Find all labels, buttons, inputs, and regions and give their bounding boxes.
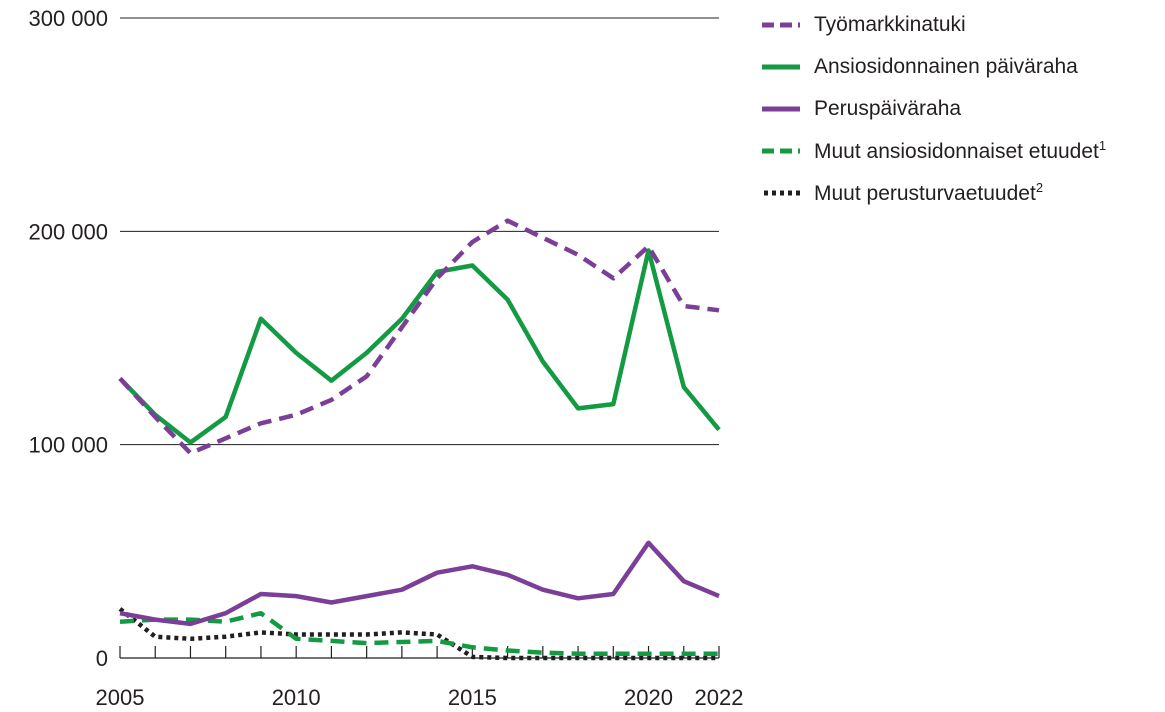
- legend-item: Muut ansiosidonnaiset etuudet1: [762, 130, 1106, 172]
- x-tick-label: 2020: [624, 685, 673, 710]
- x-tick-label: 2005: [96, 685, 145, 710]
- series-line: [118, 218, 720, 456]
- legend-label: Peruspäiväraha: [814, 97, 962, 120]
- series-line: [119, 610, 719, 656]
- legend-swatch-solid-green: [762, 64, 800, 70]
- legend-item: Ansiosidonnainen päiväraha: [762, 46, 1106, 88]
- legend-label: Muut ansiosidonnaiset etuudet1: [814, 138, 1106, 164]
- legend-swatch-dashed-purple: [762, 22, 800, 28]
- legend-swatch-dotted-black: [764, 190, 800, 196]
- grid-lines: [120, 17, 719, 446]
- footnote-marker: 1: [1098, 138, 1107, 153]
- legend-label-text: Muut perusturvaetuudet: [814, 182, 1036, 205]
- legend-swatch-dashed-green: [762, 148, 800, 154]
- y-tick-label: 100 000: [28, 433, 108, 458]
- legend-label: Ansiosidonnainen päiväraha: [814, 55, 1078, 78]
- legend-item: Peruspäiväraha: [762, 88, 1106, 130]
- x-tick-label: 2010: [272, 685, 321, 710]
- series-lines: [118, 218, 721, 661]
- legend-item: Muut perusturvaetuudet2: [762, 172, 1106, 214]
- legend-label: Työmarkkinatuki: [814, 13, 966, 36]
- series-line: [118, 607, 719, 661]
- y-tick-label: 0: [96, 646, 108, 671]
- legend-label: Muut perusturvaetuudet2: [814, 180, 1043, 206]
- x-tick-label: 2022: [695, 685, 744, 710]
- legend-swatch-solid-purple: [762, 106, 800, 112]
- series-line: [118, 248, 721, 445]
- legend: Työmarkkinatuki Ansiosidonnainen päivära…: [762, 4, 1106, 214]
- x-tick-label: 2015: [448, 685, 497, 710]
- y-tick-label: 200 000: [28, 219, 108, 244]
- y-tick-label: 300 000: [28, 6, 108, 31]
- legend-label-text: Muut ansiosidonnaiset etuudet: [814, 140, 1099, 163]
- tick-labels: 0 100 000 200 000 300 000 2005 2010 2015 2020 20…: [28, 6, 743, 710]
- footnote-marker: 2: [1035, 180, 1044, 195]
- legend-item: Työmarkkinatuki: [762, 4, 1106, 46]
- series-line: [119, 540, 720, 627]
